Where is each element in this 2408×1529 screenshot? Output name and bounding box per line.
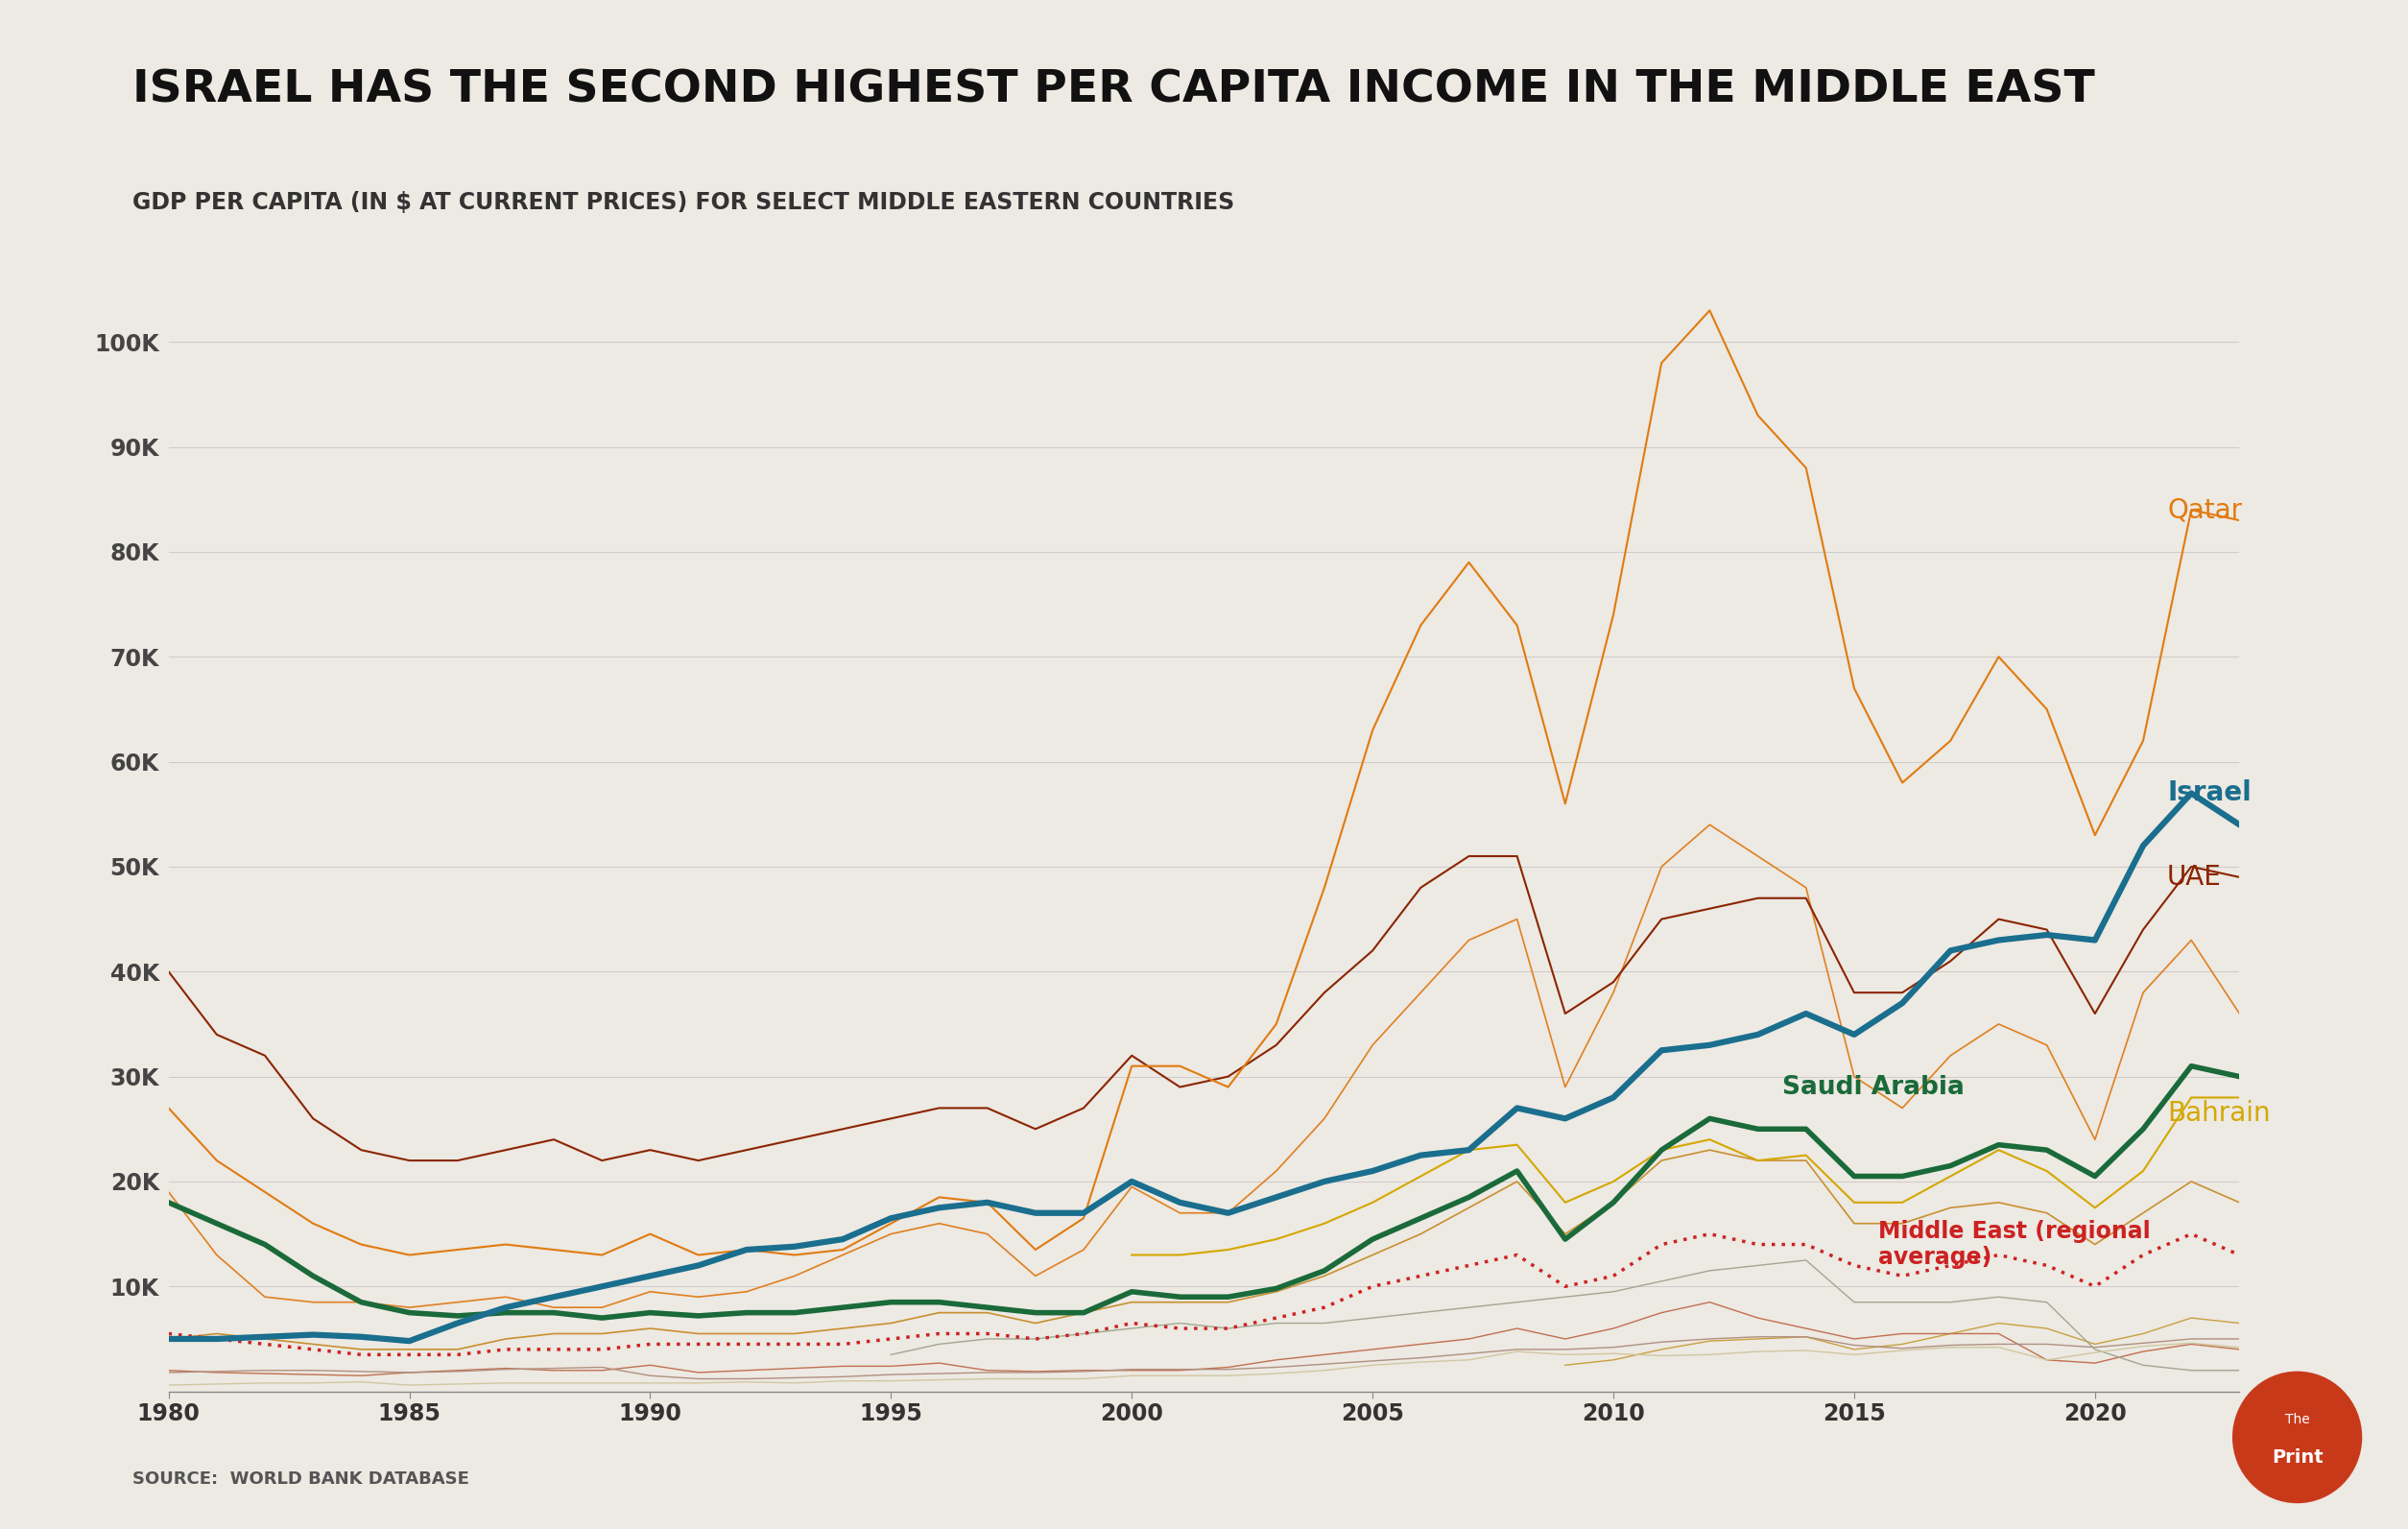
Ellipse shape — [2232, 1372, 2362, 1503]
Text: Qatar: Qatar — [2167, 497, 2242, 523]
Text: UAE: UAE — [2167, 864, 2223, 890]
Text: SOURCE:  WORLD BANK DATABASE: SOURCE: WORLD BANK DATABASE — [132, 1471, 470, 1488]
Text: ISRAEL HAS THE SECOND HIGHEST PER CAPITA INCOME IN THE MIDDLE EAST: ISRAEL HAS THE SECOND HIGHEST PER CAPITA… — [132, 69, 2095, 112]
Text: The: The — [2285, 1413, 2309, 1427]
Text: Saudi Arabia: Saudi Arabia — [1782, 1075, 1965, 1099]
Text: Bahrain: Bahrain — [2167, 1099, 2271, 1127]
Text: GDP PER CAPITA (IN $ AT CURRENT PRICES) FOR SELECT MIDDLE EASTERN COUNTRIES: GDP PER CAPITA (IN $ AT CURRENT PRICES) … — [132, 191, 1235, 214]
Text: Print: Print — [2271, 1449, 2324, 1466]
Text: Israel: Israel — [2167, 780, 2251, 807]
Text: Middle East (regional
average): Middle East (regional average) — [1878, 1220, 2150, 1269]
